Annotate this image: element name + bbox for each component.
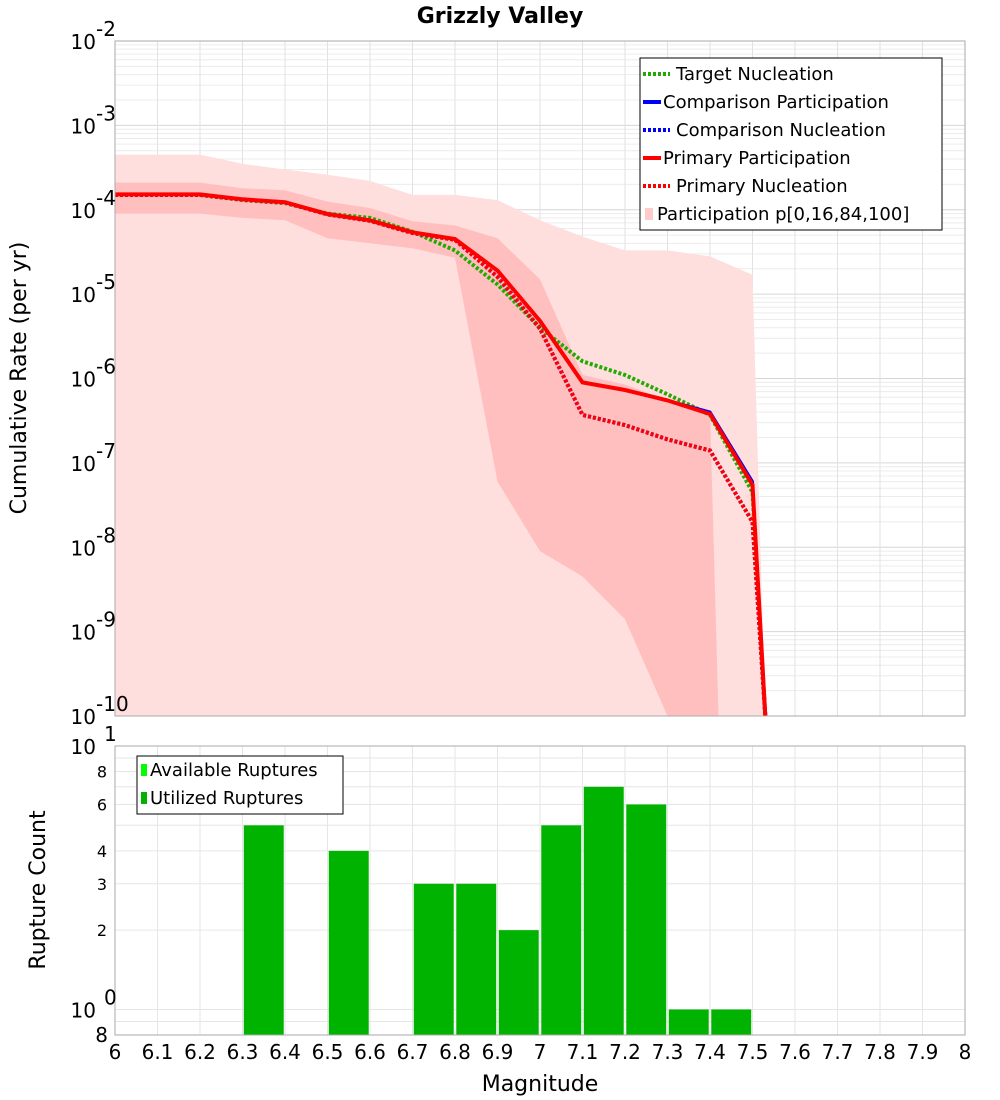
x-tick-label: 6.2 bbox=[184, 1040, 216, 1064]
series-primary-nucleation bbox=[115, 192, 768, 717]
x-axis-label: Magnitude bbox=[482, 1072, 599, 1097]
top-y-tick-exponent: -5 bbox=[96, 270, 116, 294]
legend-label: Primary Nucleation bbox=[676, 176, 848, 197]
top-y-tick-label: 10 bbox=[71, 199, 96, 223]
bottom-y-tick-label: 8 bbox=[97, 763, 107, 782]
x-tick-label: 7.1 bbox=[567, 1040, 599, 1064]
bottom-legend: Available Ruptures Utilized Ruptures bbox=[136, 755, 344, 815]
bottom-plot-frame bbox=[114, 745, 966, 1036]
legend-label: Utilized Ruptures bbox=[150, 788, 303, 809]
chart-title: Grizzly Valley bbox=[417, 4, 584, 29]
bar bbox=[541, 825, 582, 1035]
top-y-tick-label: 10 bbox=[71, 452, 96, 476]
bottom-y-min-label: 8 bbox=[95, 1023, 108, 1047]
x-tick-label: 7.7 bbox=[822, 1040, 854, 1064]
legend-label: Target Nucleation bbox=[675, 64, 834, 85]
bar bbox=[668, 1009, 709, 1035]
x-tick-label: 6.6 bbox=[354, 1040, 386, 1064]
bottom-y-major-tick: 10 bbox=[71, 735, 96, 759]
legend-swatch bbox=[645, 208, 653, 220]
top-legend-box bbox=[639, 57, 943, 231]
legend-label: Available Ruptures bbox=[150, 760, 318, 781]
top-y-tick-label: 10 bbox=[71, 114, 96, 138]
x-tick-label: 6.3 bbox=[227, 1040, 259, 1064]
top-legend: Target Nucleation Comparison Participatio… bbox=[639, 57, 943, 231]
top-y-tick-exponent: -8 bbox=[96, 523, 116, 547]
legend-label: Comparison Nucleation bbox=[676, 120, 886, 141]
bar bbox=[456, 883, 497, 1035]
x-tick-label: 7.9 bbox=[907, 1040, 939, 1064]
bar bbox=[498, 930, 539, 1035]
band-p16-p84 bbox=[115, 182, 719, 717]
bar bbox=[328, 850, 369, 1035]
bar bbox=[413, 883, 454, 1035]
bottom-y-tick-label: 4 bbox=[97, 842, 107, 861]
legend-swatch bbox=[141, 792, 147, 804]
bottom-y-tick-label: 6 bbox=[97, 795, 107, 814]
bottom-y-major-exponent: 1 bbox=[104, 722, 117, 746]
top-y-tick-exponent: -2 bbox=[96, 17, 116, 41]
x-tick-label: 7.8 bbox=[864, 1040, 896, 1064]
rate-series-lines bbox=[115, 192, 768, 717]
top-y-tick-label: 10 bbox=[71, 30, 96, 54]
x-tick-label: 7.4 bbox=[694, 1040, 726, 1064]
x-tick-label: 7.2 bbox=[609, 1040, 641, 1064]
x-tick-label: 6.1 bbox=[142, 1040, 174, 1064]
x-tick-label: 6.8 bbox=[439, 1040, 471, 1064]
series-primary-participation bbox=[115, 192, 768, 717]
bottom-y-major-tick: 10 bbox=[71, 998, 96, 1022]
top-y-tick-labels: 10-210-310-410-510-610-710-810-910-10 bbox=[71, 17, 129, 729]
bar bbox=[243, 825, 284, 1035]
series-target-nucleation bbox=[115, 192, 768, 717]
x-tick-label: 6.9 bbox=[482, 1040, 514, 1064]
x-tick-label: 6 bbox=[109, 1040, 122, 1064]
bar bbox=[583, 786, 624, 1035]
top-y-tick-exponent: -6 bbox=[96, 355, 116, 379]
bottom-y-major-exponent: 0 bbox=[104, 985, 117, 1009]
top-y-tick-label: 10 bbox=[71, 283, 96, 307]
x-tick-label: 7.3 bbox=[652, 1040, 684, 1064]
top-y-tick-exponent: -7 bbox=[96, 439, 116, 463]
x-tick-label: 7 bbox=[534, 1040, 547, 1064]
x-tick-label: 8 bbox=[959, 1040, 972, 1064]
x-tick-label: 7.5 bbox=[737, 1040, 769, 1064]
top-y-tick-label: 10 bbox=[71, 536, 96, 560]
rupture-count-bars bbox=[243, 786, 752, 1035]
bar bbox=[626, 804, 667, 1035]
top-y-tick-label: 10 bbox=[71, 705, 96, 729]
top-y-tick-exponent: -4 bbox=[96, 186, 116, 210]
x-tick-label: 7.6 bbox=[779, 1040, 811, 1064]
top-y-tick-exponent: -3 bbox=[96, 101, 116, 125]
x-tick-labels: 6 6.1 6.2 6.3 6.4 6.5 6.6 6.7 6.8 6.9 7 7.1 7.2 7.3 7.… bbox=[109, 1040, 972, 1064]
legend-label: Participation p[0,16,84,100] bbox=[657, 204, 909, 225]
top-y-tick-label: 10 bbox=[71, 368, 96, 392]
x-tick-label: 6.7 bbox=[397, 1040, 429, 1064]
participation-bands bbox=[115, 154, 766, 717]
bottom-y-tick-label: 3 bbox=[97, 875, 107, 894]
top-y-tick-exponent: -9 bbox=[96, 608, 116, 632]
bottom-legend-box bbox=[136, 755, 344, 815]
top-plot-frame bbox=[114, 40, 966, 717]
legend-label: Primary Participation bbox=[663, 148, 851, 169]
bottom-y-tick-label: 2 bbox=[97, 921, 107, 940]
legend-label: Comparison Participation bbox=[663, 92, 889, 113]
bottom-y-axis-label: Rupture Count bbox=[26, 810, 51, 970]
x-tick-label: 6.4 bbox=[269, 1040, 301, 1064]
top-y-axis-label: Cumulative Rate (per yr) bbox=[7, 242, 32, 515]
top-y-tick-label: 10 bbox=[71, 621, 96, 645]
bar bbox=[711, 1009, 752, 1035]
top-y-tick-exponent: -10 bbox=[96, 692, 129, 716]
x-tick-label: 6.5 bbox=[312, 1040, 344, 1064]
legend-swatch bbox=[141, 764, 147, 776]
